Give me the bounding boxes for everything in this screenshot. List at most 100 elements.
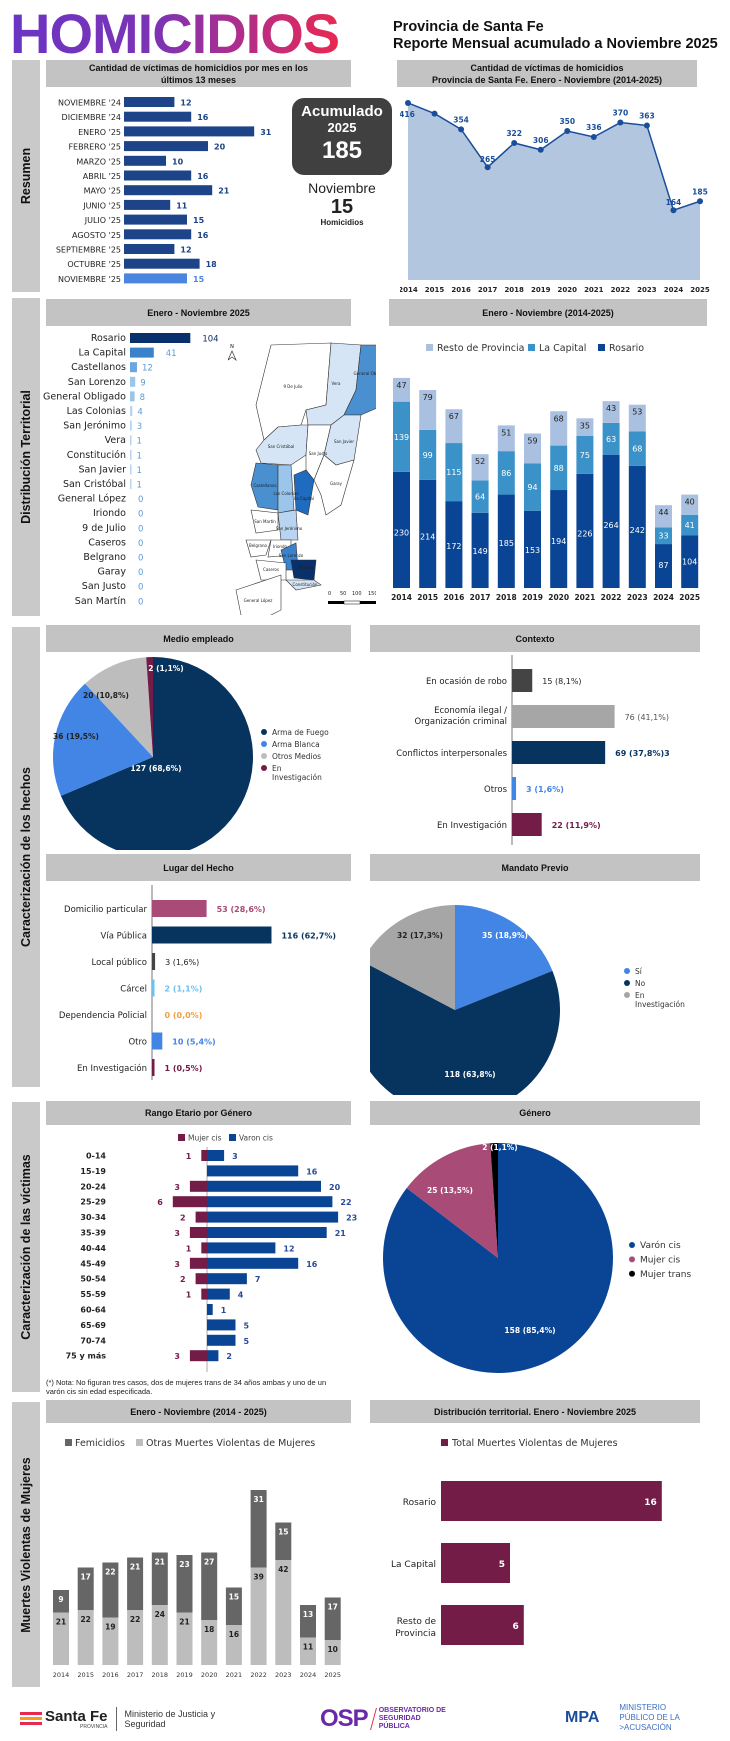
month-bar	[124, 229, 192, 240]
panel-header-lugar: Lugar del Hecho	[46, 854, 351, 881]
department-label: General Obligado	[43, 391, 126, 402]
stacked-bar-segment	[524, 463, 541, 511]
month-value: 15	[330, 196, 354, 218]
stacked-bar-segment	[393, 377, 410, 402]
stacked-bar-segment	[300, 1637, 316, 1665]
varon-bar	[207, 1196, 333, 1208]
legend-label: Otros Medios	[272, 752, 321, 761]
map-region-label: Las Colonias	[273, 491, 298, 496]
map-region	[293, 469, 315, 516]
area-point	[405, 99, 411, 106]
mujer-bar	[189, 1350, 207, 1362]
month-value-label: 18	[206, 260, 218, 269]
contexto-bar	[512, 669, 533, 692]
osp-logo: OSP OBSERVATORIO DE SEGURIDAD PÚBLICA	[320, 1705, 454, 1733]
stacked-bar-segment	[655, 544, 672, 588]
stacked-bar-segment	[53, 1612, 69, 1665]
scale-label: 0	[328, 591, 331, 597]
contexto-label: En Investigación	[437, 820, 507, 831]
segment-label: 17	[80, 1573, 90, 1582]
mujer-value-label: 6	[157, 1198, 163, 1207]
contexto-label: Economía ilegal /	[434, 706, 507, 716]
stacked-bar-segment	[602, 401, 620, 423]
pie-slice	[370, 905, 455, 1010]
department-label: San Jerónimo	[63, 421, 126, 432]
department-bar	[130, 420, 132, 431]
segment-label: 22	[80, 1615, 90, 1624]
page-title: HOMICIDIOS	[10, 2, 340, 65]
segment-label: 194	[551, 537, 566, 546]
department-value-label: 8	[140, 393, 145, 403]
section-label-resumen: Resumen	[12, 60, 40, 292]
month-bar	[124, 111, 192, 122]
stacked-bar-segment	[550, 445, 568, 491]
x-tick-label: 2015	[425, 286, 445, 294]
department-label: Vera	[105, 435, 126, 446]
varon-bar	[207, 1257, 299, 1269]
segment-label: 41	[685, 521, 695, 530]
month-bar	[124, 199, 171, 210]
month-bar	[124, 185, 213, 196]
legend-label: La Capital	[539, 343, 586, 354]
segment-label: 53	[632, 408, 642, 417]
segment-label: 264	[603, 521, 618, 530]
department-label: Castellanos	[71, 362, 126, 373]
department-label: San Justo	[82, 581, 126, 592]
stacked-bar-segment	[445, 409, 463, 444]
varon-bar	[207, 1304, 213, 1315]
varon-value-label: 7	[255, 1275, 261, 1284]
x-tick-label: 2023	[627, 593, 648, 602]
segment-label: 51	[501, 428, 511, 437]
x-tick-label: 2015	[77, 1671, 94, 1679]
department-bar	[130, 464, 132, 475]
mujer-bar	[201, 1242, 207, 1254]
age-label: 60-64	[80, 1306, 106, 1315]
stacked-bar-segment	[445, 443, 463, 502]
segment-label: 40	[685, 498, 695, 507]
department-label: San Martín	[75, 596, 126, 607]
segment-label: 43	[606, 404, 616, 413]
x-tick-label: 2019	[531, 286, 551, 294]
month-label: ENERO '25	[78, 128, 121, 137]
stacked-bar-segment	[576, 435, 594, 474]
legend-swatch	[229, 1134, 236, 1141]
varon-value-label: 16	[306, 1167, 318, 1176]
segment-label: 27	[204, 1558, 214, 1567]
segment-label: 68	[632, 445, 642, 454]
map-region-label: San Lorenzo	[279, 553, 304, 558]
department-value-label: 0	[138, 554, 143, 564]
varon-value-label: 5	[244, 1337, 250, 1346]
x-tick-label: 2018	[504, 286, 524, 294]
map-region-label: Garay	[330, 481, 343, 486]
segment-label: 59	[527, 436, 537, 445]
section-label-victimas: Caracterización de las víctimas	[12, 1102, 40, 1392]
mujer-bar	[201, 1150, 207, 1161]
segment-label: 22	[105, 1568, 115, 1577]
x-tick-label: 2021	[584, 286, 604, 294]
map-region-label: San Jerónimo	[276, 526, 303, 531]
area-point	[670, 207, 677, 214]
mvm-terr-label: Rosario	[403, 1498, 437, 1508]
segment-label: 22	[130, 1615, 140, 1624]
department-value-label: 0	[138, 568, 143, 578]
x-tick-label: 2014	[53, 1671, 70, 1679]
contexto-value-label: 69 (37,8%)3	[615, 749, 670, 758]
edad-note: (*) Nota: No figuran tres casos, dos de …	[46, 1378, 327, 1396]
x-tick-label: 2022	[250, 1671, 267, 1679]
legend-swatch	[441, 1439, 448, 1446]
segment-label: 214	[420, 532, 435, 541]
area-data-label: 350	[559, 117, 575, 126]
stacked-bar-segment	[250, 1490, 267, 1568]
department-bar	[130, 479, 132, 489]
pie-data-label: 35 (18,9%)	[482, 931, 528, 940]
map-region-label: General López	[244, 598, 273, 603]
subtitle-line2: Reporte Mensual acumulado a Noviembre 20…	[393, 36, 718, 52]
varon-bar	[207, 1273, 247, 1285]
segment-label: 185	[499, 539, 514, 548]
stacked-bar-segment	[77, 1610, 94, 1665]
map-region-label: San Cristóbal	[268, 444, 295, 449]
mujer-value-label: 1	[186, 1291, 192, 1300]
legend-label: Femicidios	[75, 1438, 125, 1449]
lugar-value-label: 116 (62,7%)	[281, 932, 336, 941]
area-data-label: 185	[692, 187, 708, 196]
